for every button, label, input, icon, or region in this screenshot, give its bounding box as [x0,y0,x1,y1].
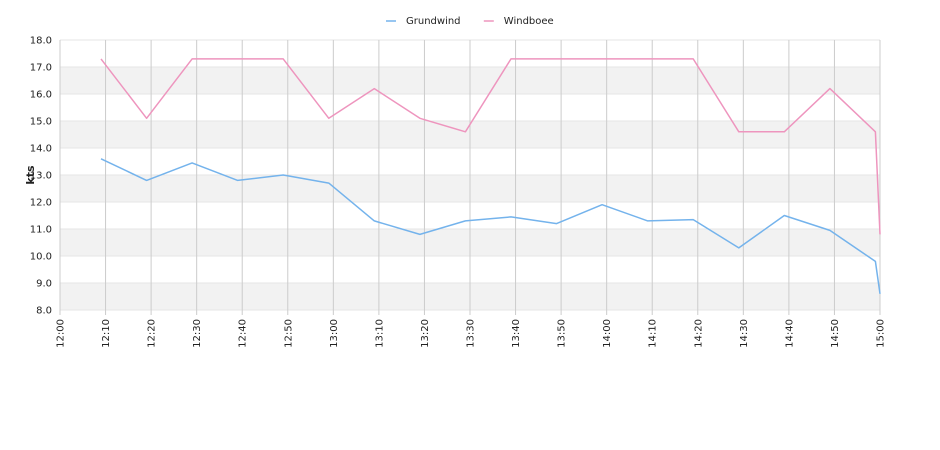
y-axis-ticks: 8.0 9.0 10.0 11.0 12.0 13.0 14.0 15.0 16.0 17.0 18… [30,36,52,317]
x-tick-label: 12:50 [283,319,294,348]
y-tick-label: 17.0 [30,63,52,74]
y-tick-label: 11.0 [30,225,52,236]
x-tick-label: 14:30 [739,319,750,348]
x-tick-label: 12:00 [56,319,67,348]
x-tick-label: 14:40 [784,319,795,348]
legend: Grundwind Windboee [386,16,554,27]
x-tick-label: 14:20 [693,319,704,348]
y-tick-label: 13.0 [30,171,52,182]
x-tick-label: 15:00 [876,319,887,348]
x-axis-ticks: 12:00 12:10 12:20 12:30 12:40 12:50 13:00 13:10… [56,319,887,348]
vertical-gridlines [59,40,881,315]
series-line-grundwind [100,158,881,294]
y-tick-label: 14.0 [30,144,52,155]
x-tick-label: 12:40 [238,319,249,348]
series-lines [100,58,881,294]
x-tick-label: 13:10 [374,319,385,348]
series-line-windboee [100,58,881,235]
y-tick-label: 18.0 [30,36,52,47]
y-tick-label: 10.0 [30,252,52,263]
legend-label: Grundwind [406,16,461,27]
x-tick-label: 12:20 [147,319,158,348]
x-tick-label: 13:30 [466,319,477,348]
y-tick-label: 8.0 [36,306,52,317]
x-tick-label: 14:00 [602,319,613,348]
legend-label: Windboee [504,16,554,27]
x-tick-label: 12:10 [101,319,112,348]
x-tick-label: 13:20 [420,319,431,348]
x-tick-label: 13:00 [329,319,340,348]
y-tick-label: 15.0 [30,117,52,128]
x-tick-label: 14:10 [648,319,659,348]
x-tick-label: 14:50 [830,319,841,348]
y-tick-label: 9.0 [36,279,52,290]
x-tick-label: 12:30 [192,319,203,348]
y-tick-label: 12.0 [30,198,52,209]
x-tick-label: 13:40 [511,319,522,348]
y-axis-label: kts [24,165,37,185]
x-tick-label: 13:50 [557,319,568,348]
y-tick-label: 16.0 [30,90,52,101]
